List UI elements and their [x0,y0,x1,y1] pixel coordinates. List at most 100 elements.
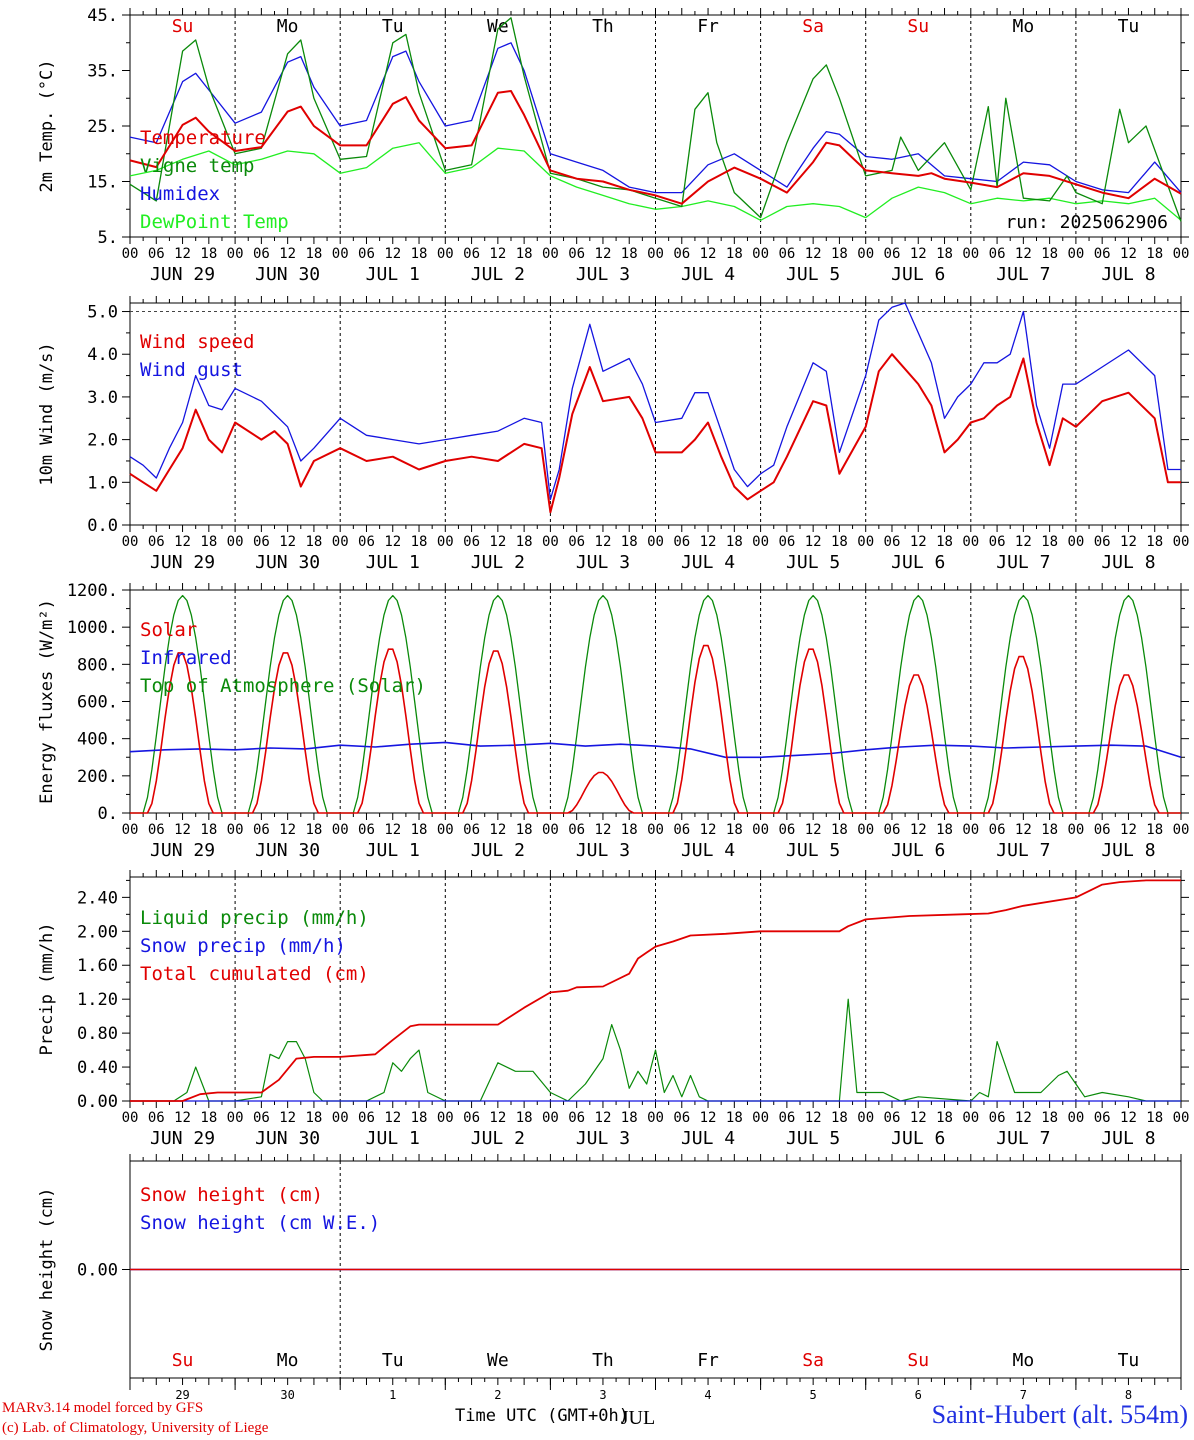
hour-label: 00 [962,822,979,838]
hour-label: 00 [962,534,979,550]
hour-label: 06 [568,534,585,550]
hour-label: 06 [884,822,901,838]
hour-label: 12 [910,534,927,550]
weekday-label: Tu [382,16,404,37]
hour-label: 00 [647,1110,664,1126]
day-number: 5 [810,1388,817,1402]
y-tick-label: 0.0 [87,516,118,536]
y-tick-label: 1000. [67,618,118,638]
hour-label: 00 [647,822,664,838]
day-number: 30 [280,1388,294,1402]
hour-label: 06 [884,1110,901,1126]
hour-label: 06 [989,822,1006,838]
hour-label: 12 [700,1110,717,1126]
date-label: JUL 1 [366,840,420,861]
hour-label: 00 [752,534,769,550]
y-tick-label: 800. [77,655,118,675]
y-tick-label: 15. [87,173,118,193]
hour-label: 18 [726,246,743,262]
date-label: JUL 1 [366,552,420,573]
hour-label: 12 [595,822,612,838]
hour-label: 12 [384,246,401,262]
hour-label: 12 [595,246,612,262]
hour-label: 12 [489,246,506,262]
y-axis-label: 2m Temp. (°C) [37,59,57,192]
weekday-label: Fr [697,16,719,37]
hour-label: 00 [227,534,244,550]
hour-label: 18 [831,534,848,550]
date-label: JUL 6 [891,840,945,861]
weekday-label: Fr [697,1350,719,1371]
hour-label: 06 [148,1110,165,1126]
hour-label: 12 [910,822,927,838]
hour-label: 06 [673,246,690,262]
date-label: JUL 4 [681,1128,735,1149]
hour-label: 06 [358,534,375,550]
hour-label: 12 [910,1110,927,1126]
hour-label: 12 [174,534,191,550]
hour-label: 18 [726,534,743,550]
hour-label: 18 [411,534,428,550]
hour-label: 06 [884,246,901,262]
weekday-label: We [487,1350,509,1371]
hour-label: 06 [253,1110,270,1126]
hour-label: 00 [122,1110,139,1126]
hour-label: 06 [778,822,795,838]
hour-label: 12 [910,246,927,262]
hour-label: 00 [542,1110,559,1126]
hour-label: 18 [726,1110,743,1126]
hour-label: 00 [752,822,769,838]
hour-label: 12 [805,822,822,838]
hour-label: 12 [595,1110,612,1126]
hour-label: 12 [1015,822,1032,838]
date-label: JUN 29 [150,1128,215,1149]
hour-label: 06 [463,246,480,262]
hour-label: 06 [1094,534,1111,550]
hour-label: 18 [411,822,428,838]
hour-label: 00 [1067,534,1084,550]
series-wind-gust [129,302,1181,501]
hour-label: 18 [411,246,428,262]
date-label: JUL 3 [576,840,630,861]
hour-label: 12 [595,534,612,550]
y-tick-label: 1200. [67,581,118,601]
hour-label: 06 [989,246,1006,262]
date-label: JUL 6 [891,1128,945,1149]
date-label: JUL 7 [996,1128,1050,1149]
hour-label: 00 [122,246,139,262]
date-label: JUL 8 [1101,552,1155,573]
day-number: 29 [175,1388,189,1402]
y-tick-label: 1.20 [77,990,118,1010]
hour-label: 18 [936,246,953,262]
legend-entry: Top of Atmosphere (Solar) [140,675,426,697]
hour-label: 12 [805,246,822,262]
hour-label: 18 [621,534,638,550]
hour-label: 18 [516,1110,533,1126]
hour-label: 06 [1094,246,1111,262]
hour-label: 18 [1146,822,1163,838]
weekday-label: We [487,16,509,37]
hour-label: 06 [568,1110,585,1126]
hour-label: 18 [1041,534,1058,550]
hour-label: 06 [148,534,165,550]
legend-entry: Humidex [140,183,220,205]
weekday-label: Su [172,1350,194,1371]
hour-label: 18 [516,822,533,838]
date-label: JUL 3 [576,1128,630,1149]
hour-label: 12 [1015,246,1032,262]
series-temperature [129,90,1182,205]
hour-label: 12 [700,246,717,262]
date-label: JUL 5 [786,552,840,573]
hour-label: 12 [700,822,717,838]
weekday-label: Tu [382,1350,404,1371]
hour-label: 00 [962,246,979,262]
time-axis-label: Time UTC (GMT+0h) [455,1406,629,1426]
day-number: 3 [599,1388,606,1402]
day-number: 7 [1020,1388,1027,1402]
hour-label: 06 [1094,1110,1111,1126]
hour-label: 06 [1094,822,1111,838]
legend-entry: Solar [140,619,197,641]
weekday-label: Tu [1118,16,1140,37]
hour-label: 12 [1015,1110,1032,1126]
